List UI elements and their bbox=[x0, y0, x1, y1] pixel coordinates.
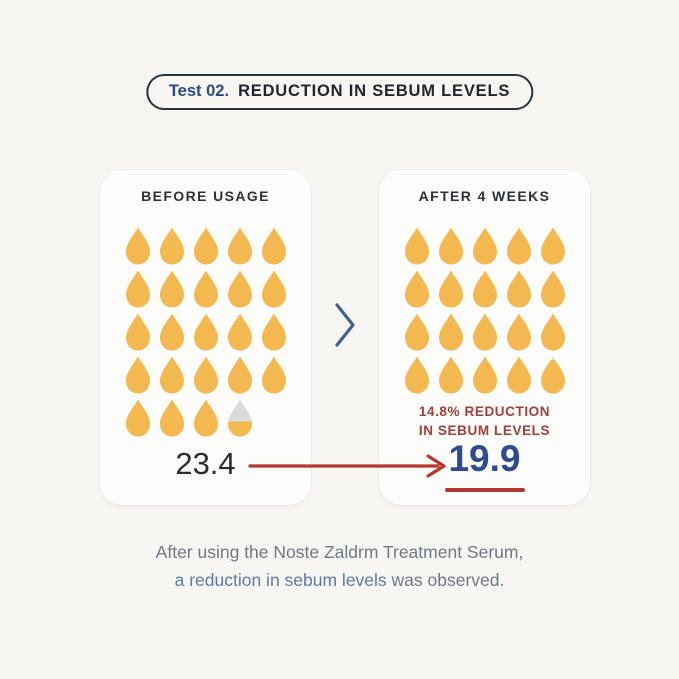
reduction-callout: 14.8% REDUCTION IN SEBUM LEVELS bbox=[379, 402, 590, 440]
droplet-icon bbox=[438, 356, 463, 394]
after-droplet-grid bbox=[401, 226, 569, 395]
reduction-arrow-icon bbox=[246, 451, 456, 486]
droplet-icon bbox=[193, 313, 218, 351]
value-underline-decoration bbox=[444, 488, 525, 492]
test-number-label: Test 02. bbox=[168, 82, 230, 100]
droplet-icon bbox=[193, 227, 218, 265]
droplet-icon bbox=[404, 313, 429, 351]
droplet-icon bbox=[404, 356, 429, 394]
droplet-icon bbox=[227, 270, 252, 308]
droplet-icon bbox=[125, 356, 150, 394]
before-card-title: BEFORE USAGE bbox=[141, 188, 270, 204]
droplet-icon bbox=[404, 270, 429, 308]
droplet-icon bbox=[125, 270, 150, 308]
droplet-icon bbox=[506, 313, 531, 351]
before-droplet-grid bbox=[122, 226, 290, 438]
droplet-icon bbox=[125, 313, 150, 351]
droplet-icon bbox=[472, 313, 497, 351]
after-card-title: AFTER 4 WEEKS bbox=[418, 188, 551, 204]
droplet-icon bbox=[193, 270, 218, 308]
droplet-icon bbox=[506, 270, 531, 308]
chevron-right-icon bbox=[334, 302, 358, 353]
droplet-icon bbox=[261, 270, 286, 308]
droplet-icon bbox=[506, 227, 531, 265]
before-usage-card: BEFORE USAGE 23.4 bbox=[100, 170, 311, 505]
droplet-icon bbox=[159, 356, 184, 394]
droplet-icon bbox=[159, 399, 184, 437]
droplet-icon bbox=[540, 270, 565, 308]
result-caption: After using the Noste Zaldrm Treatment S… bbox=[0, 539, 679, 594]
caption-highlight: a reduction in sebum levels bbox=[174, 569, 387, 590]
droplet-icon bbox=[159, 227, 184, 265]
droplet-icon bbox=[540, 356, 565, 394]
droplet-icon bbox=[261, 227, 286, 265]
droplet-icon bbox=[159, 270, 184, 308]
droplet-icon bbox=[261, 356, 286, 394]
droplet-icon bbox=[227, 399, 252, 437]
droplet-icon bbox=[261, 313, 286, 351]
droplet-icon bbox=[540, 313, 565, 351]
droplet-icon bbox=[506, 356, 531, 394]
after-4-weeks-card: AFTER 4 WEEKS 14.8% REDUCTION IN SEBUM L… bbox=[379, 170, 590, 505]
test-title-label: REDUCTION IN SEBUM LEVELS bbox=[238, 82, 511, 100]
droplet-icon bbox=[193, 356, 218, 394]
droplet-icon bbox=[125, 399, 150, 437]
droplet-icon bbox=[438, 270, 463, 308]
droplet-icon bbox=[125, 227, 150, 265]
droplet-icon bbox=[472, 356, 497, 394]
caption-rest: was observed. bbox=[386, 569, 505, 590]
droplet-icon bbox=[227, 356, 252, 394]
droplet-icon bbox=[472, 227, 497, 265]
droplet-icon bbox=[404, 227, 429, 265]
droplet-icon bbox=[193, 399, 218, 437]
droplet-icon bbox=[227, 313, 252, 351]
reduction-callout-line1: 14.8% REDUCTION bbox=[418, 404, 551, 419]
test-title-badge: Test 02. REDUCTION IN SEBUM LEVELS bbox=[145, 74, 534, 110]
droplet-icon bbox=[540, 227, 565, 265]
droplet-icon bbox=[227, 227, 252, 265]
reduction-callout-line2: IN SEBUM LEVELS bbox=[418, 423, 551, 438]
droplet-icon bbox=[159, 313, 184, 351]
droplet-icon bbox=[472, 270, 497, 308]
caption-line1: After using the Noste Zaldrm Treatment S… bbox=[155, 542, 524, 562]
caption-line2: a reduction in sebum levels was observed… bbox=[0, 567, 679, 595]
droplet-icon bbox=[438, 313, 463, 351]
after-sebum-value: 19.9 bbox=[448, 438, 521, 479]
droplet-icon bbox=[438, 227, 463, 265]
before-sebum-value: 23.4 bbox=[175, 446, 236, 481]
